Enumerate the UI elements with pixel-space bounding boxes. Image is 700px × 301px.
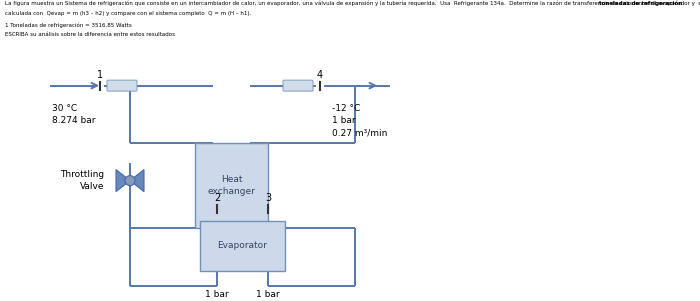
Text: Throttling
Valve: Throttling Valve: [60, 170, 104, 191]
Text: calculada con  Qevap = m (h3 – h2) y compare con el sistema completo  Q = m (H –: calculada con Qevap = m (h3 – h2) y comp…: [5, 11, 251, 16]
Text: 1 Toneladas de refrigeración = 3516.85 Watts: 1 Toneladas de refrigeración = 3516.85 W…: [5, 23, 132, 28]
Text: 1: 1: [97, 70, 103, 80]
Polygon shape: [116, 170, 130, 192]
Text: 3: 3: [265, 193, 271, 203]
Text: toneladas de refrigeración: toneladas de refrigeración: [599, 1, 682, 6]
Text: ESCRIBA su análisis sobre la diferencia entre estos resultados: ESCRIBA su análisis sobre la diferencia …: [5, 32, 175, 37]
Polygon shape: [130, 170, 144, 192]
Text: 30 °C
8.274 bar: 30 °C 8.274 bar: [52, 104, 95, 125]
Circle shape: [125, 175, 135, 186]
Text: Heat
exchanger: Heat exchanger: [208, 175, 255, 196]
Text: La figura muestra un Sistema de refrigeración que consiste en un intercambiador : La figura muestra un Sistema de refriger…: [5, 1, 700, 6]
Text: 1 bar: 1 bar: [205, 290, 229, 299]
Text: -12 °C
1 bar
0.27 m³/min: -12 °C 1 bar 0.27 m³/min: [332, 104, 387, 138]
Text: 4: 4: [317, 70, 323, 80]
FancyBboxPatch shape: [107, 80, 137, 91]
Bar: [200, 221, 285, 271]
Text: 2: 2: [214, 193, 220, 203]
Text: Evaporator: Evaporator: [218, 241, 267, 250]
Text: 1 bar
$x = 1$: 1 bar $x = 1$: [256, 290, 280, 301]
FancyBboxPatch shape: [283, 80, 313, 91]
Bar: [195, 143, 268, 228]
